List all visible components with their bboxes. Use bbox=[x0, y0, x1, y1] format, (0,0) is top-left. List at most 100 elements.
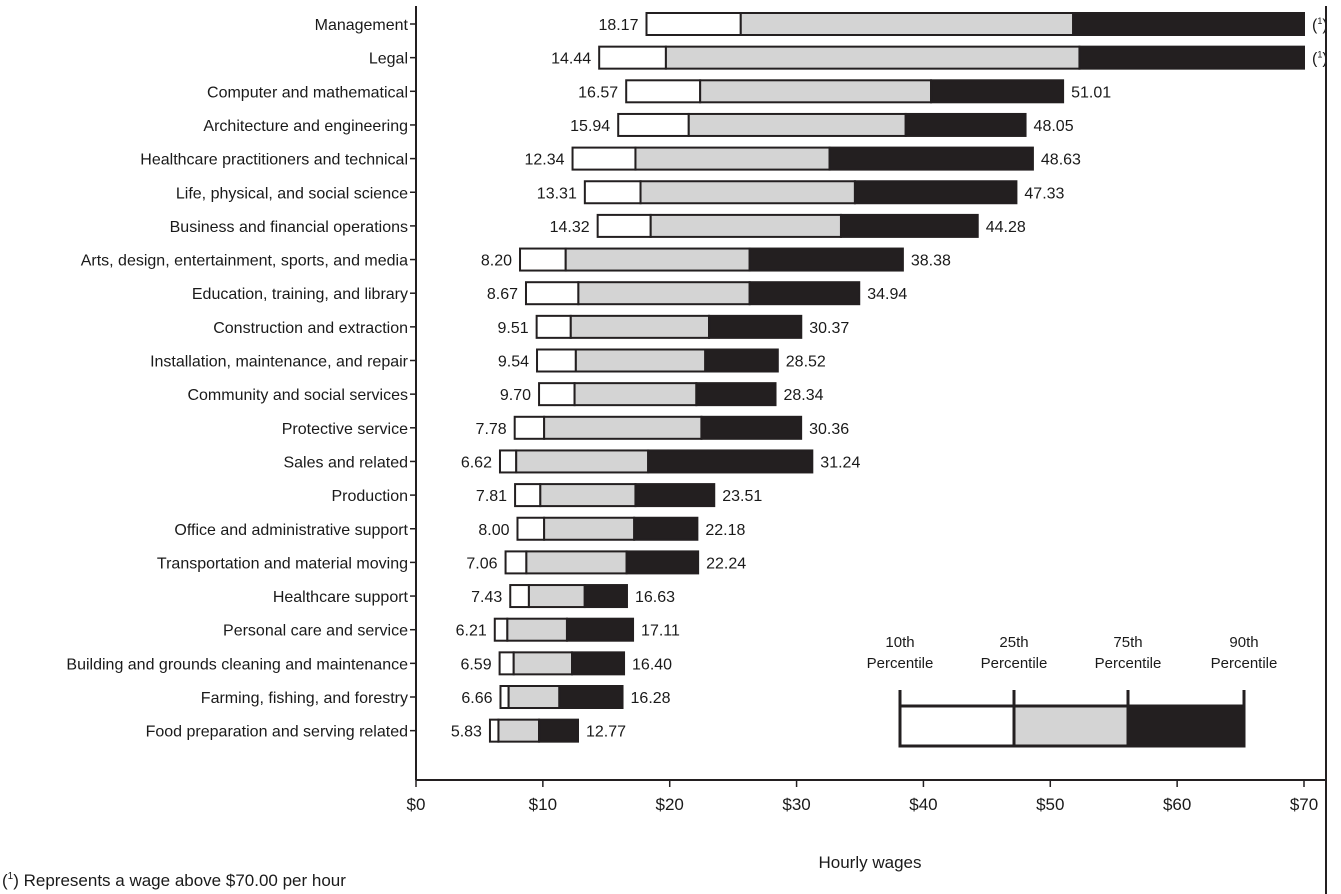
bar-segment-p25-p75 bbox=[506, 617, 568, 642]
bar-segment-p25-p75 bbox=[634, 146, 831, 171]
legend-label-line1: 75th bbox=[1113, 634, 1142, 651]
left-value-label: 8.00 bbox=[478, 522, 509, 539]
category-label: Office and administrative support bbox=[174, 522, 408, 539]
bar-segment-p25-p75 bbox=[649, 213, 842, 238]
bar-segment-p75-p90 bbox=[583, 584, 628, 609]
right-value-label: 16.63 bbox=[635, 589, 675, 606]
bar-segment-p10-p25 bbox=[498, 651, 515, 676]
footnote-open-paren: ( bbox=[2, 871, 8, 890]
bar-segment-p75-p90 bbox=[647, 449, 814, 474]
legend-label-line2: Percentile bbox=[867, 655, 934, 672]
bar-segment-p75-p90 bbox=[634, 483, 716, 508]
bar-segment-p25-p75 bbox=[543, 516, 636, 541]
left-value-label: 16.57 bbox=[578, 84, 618, 101]
legend: 10th Percentile 25th Percentile 75th Percenti… bbox=[867, 634, 1278, 748]
bar-segment-p75-p90 bbox=[708, 314, 803, 339]
bar-segment-p25-p75 bbox=[573, 382, 698, 407]
right-value-label: 16.28 bbox=[631, 690, 671, 707]
category-label: Architecture and engineering bbox=[203, 118, 408, 135]
bar-segment-p75-p90 bbox=[695, 382, 777, 407]
x-tick-label: $50 bbox=[1036, 795, 1064, 814]
right-value-label: 22.18 bbox=[705, 522, 745, 539]
category-label: Food preparation and serving related bbox=[146, 724, 408, 741]
bar-segment-p75-p90 bbox=[1078, 45, 1306, 70]
bar-segment-p25-p75 bbox=[507, 685, 561, 709]
category-label: Arts, design, entertainment, sports, and… bbox=[81, 253, 408, 270]
category-label: Farming, fishing, and forestry bbox=[201, 690, 408, 707]
bar-segment-p75-p90 bbox=[748, 281, 861, 306]
x-tick-label: $10 bbox=[529, 795, 557, 814]
category-label: Life, physical, and social science bbox=[176, 185, 408, 202]
left-value-label: 7.81 bbox=[476, 488, 507, 505]
bar-segment-p25-p75 bbox=[525, 550, 628, 575]
x-tick-label: $20 bbox=[656, 795, 684, 814]
left-value-label: 6.21 bbox=[456, 623, 487, 640]
bar-segment-p25-p75 bbox=[739, 12, 1075, 36]
bar-segment-p75-p90 bbox=[1072, 12, 1305, 36]
x-axis-title: Hourly wages bbox=[819, 853, 922, 872]
bar-segment-p25-p75 bbox=[497, 718, 541, 743]
legend-label-line2: Percentile bbox=[1095, 655, 1162, 672]
bar-segment-p25-p75 bbox=[564, 247, 751, 272]
bar-segment-p10-p25 bbox=[535, 314, 572, 339]
footnote-marker: 1 bbox=[8, 871, 14, 882]
legend-label-line2: Percentile bbox=[981, 655, 1048, 672]
bar-segment-p10-p25 bbox=[513, 415, 546, 440]
footnote: (1) Represents a wage above $70.00 per h… bbox=[2, 871, 346, 890]
right-value-label: 28.52 bbox=[786, 354, 826, 371]
bar-segment-p10-p25 bbox=[524, 281, 580, 306]
category-label: Healthcare support bbox=[273, 589, 409, 606]
bar-segment-p25-p75 bbox=[569, 314, 711, 339]
left-value-label: 9.51 bbox=[498, 320, 529, 337]
left-value-label: 7.43 bbox=[471, 589, 502, 606]
bar-segment-p10-p25 bbox=[493, 617, 509, 642]
right-value-label: 34.94 bbox=[867, 286, 907, 303]
left-value-label: 8.67 bbox=[487, 286, 518, 303]
x-tick-label: $60 bbox=[1163, 795, 1191, 814]
left-value-label: 6.66 bbox=[461, 690, 492, 707]
left-value-label: 7.06 bbox=[466, 555, 497, 572]
legend-swatch-p25-p75 bbox=[1012, 704, 1130, 748]
right-value-label: 48.05 bbox=[1034, 118, 1074, 135]
left-value-label: 9.54 bbox=[498, 354, 529, 371]
right-value-label: 16.40 bbox=[632, 656, 672, 673]
bar-segment-p25-p75 bbox=[515, 449, 650, 474]
category-label: Computer and mathematical bbox=[207, 84, 408, 101]
bar-segment-p10-p25 bbox=[536, 348, 577, 373]
right-value-label: 28.34 bbox=[784, 387, 824, 404]
right-value-label: 17.11 bbox=[641, 623, 680, 640]
left-value-label: 9.70 bbox=[500, 387, 531, 404]
bar-segment-p10-p25 bbox=[498, 449, 518, 474]
bar-segment-p10-p25 bbox=[519, 247, 567, 272]
bar-segment-p75-p90 bbox=[565, 617, 635, 642]
bar-segment-p25-p75 bbox=[664, 45, 1081, 70]
category-label: Installation, maintenance, and repair bbox=[150, 354, 409, 371]
left-value-label: 14.32 bbox=[550, 219, 590, 236]
category-label: Transportation and material moving bbox=[157, 555, 408, 572]
legend-label-line1: 25th bbox=[999, 634, 1028, 651]
legend-swatch-p10-p25 bbox=[898, 704, 1016, 748]
x-tick-label: $0 bbox=[407, 795, 426, 814]
bar-segment-p25-p75 bbox=[577, 281, 751, 306]
bar-segment-p10-p25 bbox=[499, 685, 510, 709]
bar-segment-p10-p25 bbox=[583, 180, 642, 205]
bar-segment-p25-p75 bbox=[574, 348, 707, 373]
left-value-label: 6.62 bbox=[461, 454, 492, 471]
right-value-label: 31.24 bbox=[820, 454, 860, 471]
left-value-label: 8.20 bbox=[481, 253, 512, 270]
x-tick-label: $70 bbox=[1290, 795, 1318, 814]
right-value-label: 23.51 bbox=[722, 488, 762, 505]
right-value-label: 30.36 bbox=[809, 421, 849, 438]
legend-label-line2: Percentile bbox=[1211, 655, 1278, 672]
bar-segment-p10-p25 bbox=[625, 79, 702, 104]
bar-segment-p25-p75 bbox=[539, 483, 637, 508]
right-value-label: 30.37 bbox=[809, 320, 849, 337]
category-label: Legal bbox=[369, 51, 408, 68]
right-value-label: 47.33 bbox=[1024, 185, 1064, 202]
category-label: Healthcare practitioners and technical bbox=[140, 152, 408, 169]
bar-segment-p75-p90 bbox=[625, 550, 700, 575]
bar-segment-p25-p75 bbox=[687, 112, 907, 137]
footnote-text: ) Represents a wage above $70.00 per hou… bbox=[13, 871, 346, 890]
percentile-bars bbox=[488, 12, 1306, 743]
